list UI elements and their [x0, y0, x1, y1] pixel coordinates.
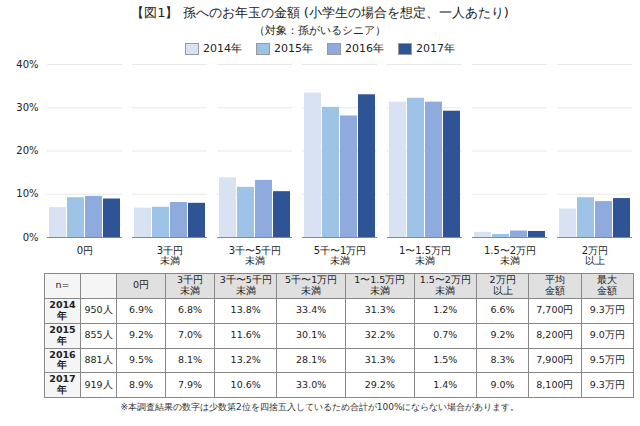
html-text:2015年: 2015年 — [274, 42, 313, 55]
html-text:8.9%: 8.9% — [128, 378, 154, 390]
html-text:2016年: 2016年 — [345, 42, 384, 55]
html-text:1.5%: 1.5% — [433, 354, 458, 365]
html-text:1.2%: 1.2% — [433, 304, 458, 316]
html-text:30.1%: 30.1% — [296, 329, 327, 341]
html-text:33.0%: 33.0% — [296, 378, 327, 390]
html-text:8.3%: 8.3% — [490, 354, 515, 365]
html-text:9.5%: 9.5% — [128, 354, 154, 365]
svg-text:3千〜5千円未満: 3千〜5千円未満 — [229, 245, 282, 266]
html-text:9.0万円: 9.0万円 — [589, 329, 625, 341]
html-text:9.2%: 9.2% — [490, 329, 515, 341]
html-text:9.2%: 9.2% — [128, 329, 154, 341]
svg-text:0%: 0% — [23, 232, 39, 243]
html-text:11.6%: 11.6% — [230, 329, 261, 341]
html-text:10.6%: 10.6% — [230, 378, 261, 390]
html-text:950人: 950人 — [84, 304, 113, 316]
svg-text:30%: 30% — [16, 102, 38, 113]
html-text:2万円 以上: 2万円 以上 — [489, 274, 516, 296]
html-text:13.8%: 13.8% — [230, 304, 261, 316]
html-text:【図1】 孫へのお年玉の金額 (小学生の場合を想定、一人あた: 【図1】 孫へのお年玉の金額 (小学生の場合を想定、一人あたり) — [131, 5, 509, 20]
html-text:29.2%: 29.2% — [364, 378, 395, 390]
html-text:7,900円: 7,900円 — [536, 354, 574, 365]
svg-text:5千〜1万円未満: 5千〜1万円未満 — [314, 245, 367, 266]
html-text:平均 金額: 平均 金額 — [544, 274, 565, 296]
html-text:2017年: 2017年 — [49, 373, 76, 396]
html-text:7,700円: 7,700円 — [536, 304, 574, 316]
html-text:13.2%: 13.2% — [230, 354, 261, 365]
html-text:32.2%: 32.2% — [364, 329, 395, 341]
html-text:6.8%: 6.8% — [178, 304, 203, 316]
svg-text:2万円以上: 2万円以上 — [582, 245, 608, 266]
html-text:881人: 881人 — [84, 354, 113, 365]
html-text:※本調査結果の数字は少数第2位を四捨五入しているため合計が1: ※本調査結果の数字は少数第2位を四捨五入しているため合計が100%にならない場合… — [120, 402, 520, 413]
svg-text:1.5〜2万円未満: 1.5〜2万円未満 — [484, 245, 536, 266]
html-text:1.5〜2万円 未満: 1.5〜2万円 未満 — [419, 274, 471, 296]
html-text:6.6%: 6.6% — [490, 304, 515, 316]
html-text:0.7%: 0.7% — [433, 329, 458, 341]
html-text:33.4%: 33.4% — [296, 304, 327, 316]
html-text:2016年: 2016年 — [49, 348, 76, 371]
html-text:8.1%: 8.1% — [178, 354, 203, 365]
html-text:855人: 855人 — [84, 329, 113, 341]
html-text:5千〜1万円 未満: 5千〜1万円 未満 — [285, 274, 338, 296]
html-text:7.9%: 7.9% — [178, 378, 203, 390]
svg-text:3千円未満: 3千円未満 — [157, 245, 183, 266]
svg-text:20%: 20% — [16, 145, 38, 156]
html-text:9.3万円: 9.3万円 — [589, 378, 625, 390]
html-text:2014年: 2014年 — [49, 298, 76, 321]
svg-text:40%: 40% — [16, 59, 38, 70]
svg-text:10%: 10% — [16, 188, 38, 199]
svg-text:0円: 0円 — [77, 245, 93, 256]
html-text:1〜1.5万円 未満: 1〜1.5万円 未満 — [354, 274, 406, 296]
html-text:0円: 0円 — [133, 279, 149, 291]
html-text:n=: n= — [55, 279, 70, 291]
html-text:8,100円: 8,100円 — [536, 378, 574, 390]
html-text:31.3%: 31.3% — [364, 304, 395, 316]
html-text:8,200円: 8,200円 — [536, 329, 574, 341]
html-text:2015年: 2015年 — [49, 323, 76, 346]
html-text:9.0%: 9.0% — [490, 378, 515, 390]
html-text:3千〜5千円 未満: 3千〜5千円 未満 — [219, 274, 272, 296]
html-text:3千円 未満: 3千円 未満 — [177, 274, 204, 296]
html-text:2017年: 2017年 — [416, 42, 455, 55]
html-text:28.1%: 28.1% — [296, 354, 327, 365]
html-text:919人: 919人 — [84, 378, 113, 390]
html-text:6.9%: 6.9% — [128, 304, 154, 316]
html-text:（対象：孫がいるシニア）: （対象：孫がいるシニア） — [254, 24, 386, 37]
html-text:1.4%: 1.4% — [433, 378, 458, 390]
svg-text:1〜1.5万円未満: 1〜1.5万円未満 — [399, 245, 451, 266]
html-text:9.5万円: 9.5万円 — [589, 354, 625, 365]
html-text:2014年: 2014年 — [203, 42, 242, 55]
html-text:最大 金額: 最大 金額 — [597, 274, 618, 296]
html-text:31.3%: 31.3% — [364, 354, 395, 365]
html-text:7.0%: 7.0% — [178, 329, 203, 341]
html-text:9.3万円: 9.3万円 — [589, 304, 625, 316]
